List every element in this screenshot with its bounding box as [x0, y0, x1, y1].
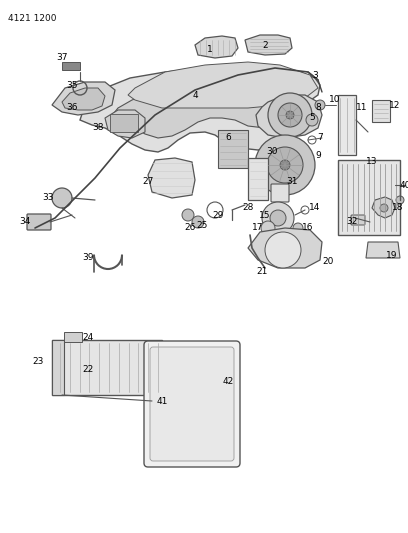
Circle shape	[278, 103, 302, 127]
Circle shape	[192, 216, 204, 228]
Text: 7: 7	[317, 133, 323, 142]
Text: 19: 19	[386, 251, 398, 260]
Circle shape	[315, 100, 325, 110]
Circle shape	[52, 188, 72, 208]
Polygon shape	[80, 65, 320, 152]
Text: 30: 30	[266, 148, 278, 157]
Text: 8: 8	[315, 103, 321, 112]
Text: 6: 6	[225, 133, 231, 142]
Polygon shape	[256, 95, 322, 138]
Polygon shape	[372, 197, 395, 218]
FancyBboxPatch shape	[271, 184, 289, 202]
Text: 31: 31	[286, 177, 298, 187]
Bar	[218, 130, 248, 168]
Text: 36: 36	[66, 103, 78, 112]
Text: 38: 38	[92, 124, 104, 133]
Polygon shape	[148, 158, 195, 198]
Text: 4: 4	[192, 91, 198, 100]
Polygon shape	[62, 88, 105, 110]
Circle shape	[261, 221, 275, 235]
Circle shape	[280, 160, 290, 170]
Text: 5: 5	[309, 114, 315, 123]
Circle shape	[182, 209, 194, 221]
Text: 17: 17	[252, 223, 264, 232]
Bar	[338, 160, 400, 235]
Circle shape	[267, 147, 303, 183]
Circle shape	[396, 196, 404, 204]
Circle shape	[255, 135, 315, 195]
Text: 22: 22	[82, 366, 93, 375]
Text: 35: 35	[66, 80, 78, 90]
Circle shape	[268, 93, 312, 137]
Polygon shape	[110, 82, 300, 138]
Text: 34: 34	[19, 217, 31, 227]
Bar	[64, 332, 82, 342]
Text: 21: 21	[256, 268, 268, 277]
Bar	[248, 158, 268, 200]
Text: 18: 18	[392, 204, 404, 213]
Bar	[52, 340, 64, 395]
Text: 2: 2	[262, 41, 268, 50]
Circle shape	[265, 232, 301, 268]
Text: 27: 27	[142, 177, 154, 187]
Text: 40: 40	[399, 181, 408, 190]
Text: 20: 20	[322, 257, 334, 266]
Text: 12: 12	[389, 101, 401, 109]
Text: 41: 41	[156, 398, 168, 407]
Text: 1: 1	[207, 45, 213, 54]
Text: 26: 26	[184, 223, 196, 232]
FancyBboxPatch shape	[372, 100, 390, 122]
Text: 10: 10	[329, 95, 341, 104]
Text: 14: 14	[309, 204, 321, 213]
Polygon shape	[52, 82, 115, 115]
Bar	[338, 95, 356, 155]
Text: 37: 37	[56, 53, 68, 62]
FancyBboxPatch shape	[144, 341, 240, 467]
Circle shape	[286, 111, 294, 119]
Circle shape	[293, 223, 303, 233]
Text: 24: 24	[82, 334, 93, 343]
Text: 29: 29	[212, 211, 224, 220]
FancyBboxPatch shape	[27, 214, 51, 230]
Polygon shape	[105, 110, 145, 138]
Polygon shape	[195, 36, 238, 58]
Bar	[52, 340, 162, 395]
Text: 33: 33	[42, 193, 54, 203]
Text: 16: 16	[302, 223, 314, 232]
Polygon shape	[128, 62, 318, 108]
FancyBboxPatch shape	[150, 347, 234, 461]
Bar	[62, 62, 80, 70]
Polygon shape	[245, 35, 292, 55]
Circle shape	[306, 114, 318, 126]
Text: 25: 25	[196, 221, 208, 230]
Circle shape	[270, 210, 286, 226]
Text: 32: 32	[346, 217, 358, 227]
Circle shape	[262, 202, 294, 234]
Text: 39: 39	[82, 254, 94, 262]
Text: 4121 1200: 4121 1200	[8, 14, 56, 23]
Text: 13: 13	[366, 157, 378, 166]
Text: 42: 42	[222, 377, 234, 386]
Polygon shape	[366, 242, 400, 258]
Text: 23: 23	[32, 358, 44, 367]
Circle shape	[380, 204, 388, 212]
Text: 15: 15	[259, 211, 271, 220]
Bar	[110, 114, 138, 132]
Text: 9: 9	[315, 150, 321, 159]
FancyBboxPatch shape	[351, 215, 365, 225]
Text: 28: 28	[242, 204, 254, 213]
Text: 3: 3	[312, 70, 318, 79]
Text: 11: 11	[356, 103, 368, 112]
Polygon shape	[248, 228, 322, 268]
